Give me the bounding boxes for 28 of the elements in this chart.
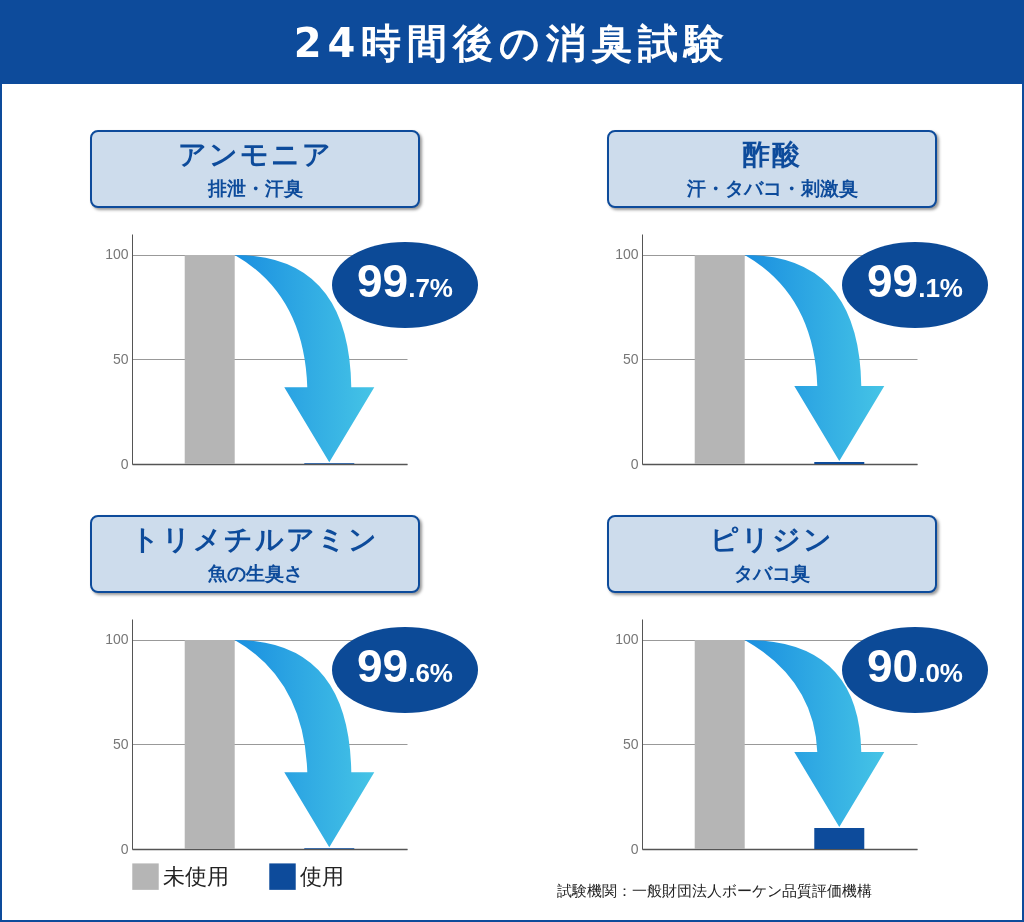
annotation: 99.6% — [357, 639, 453, 693]
chart-title: 酢酸 — [741, 137, 803, 173]
legend-label: 使用 — [300, 863, 344, 889]
chart-subtitle: タバコ臭 — [733, 561, 811, 586]
annotation: 90.0% — [867, 639, 963, 693]
chart-title: トリメチルアミン — [130, 522, 380, 558]
y-tick-label: 50 — [622, 350, 639, 367]
chart-subtitle: 魚の生臭さ — [206, 561, 304, 586]
legend-label: 未使用 — [163, 863, 229, 889]
y-tick-label: 100 — [615, 631, 639, 648]
y-tick-label: 0 — [120, 455, 129, 472]
y-tick-label: 100 — [105, 246, 129, 263]
annotation: 99.1% — [867, 254, 963, 308]
y-tick-label: 50 — [112, 350, 129, 367]
y-tick-label: 0 — [630, 840, 639, 857]
text: 24時間後の消臭試験 — [2, 2, 1022, 84]
annotation: 99.7% — [357, 254, 453, 308]
y-tick-label: 0 — [630, 455, 639, 472]
y-tick-label: 100 — [615, 246, 639, 263]
chart-subtitle: 汗・タバコ・刺激臭 — [685, 176, 859, 201]
y-tick-label: 50 — [112, 735, 129, 752]
chart-subtitle: 排泄・汗臭 — [206, 176, 304, 201]
y-tick-label: 0 — [120, 840, 129, 857]
text: 試験機関：一般財団法人ボーケン品質評価機構 — [557, 882, 872, 901]
chart-title: ピリジン — [709, 522, 835, 558]
y-tick-label: 50 — [622, 735, 639, 752]
chart-title: アンモニア — [176, 137, 334, 173]
y-tick-label: 100 — [105, 631, 129, 648]
